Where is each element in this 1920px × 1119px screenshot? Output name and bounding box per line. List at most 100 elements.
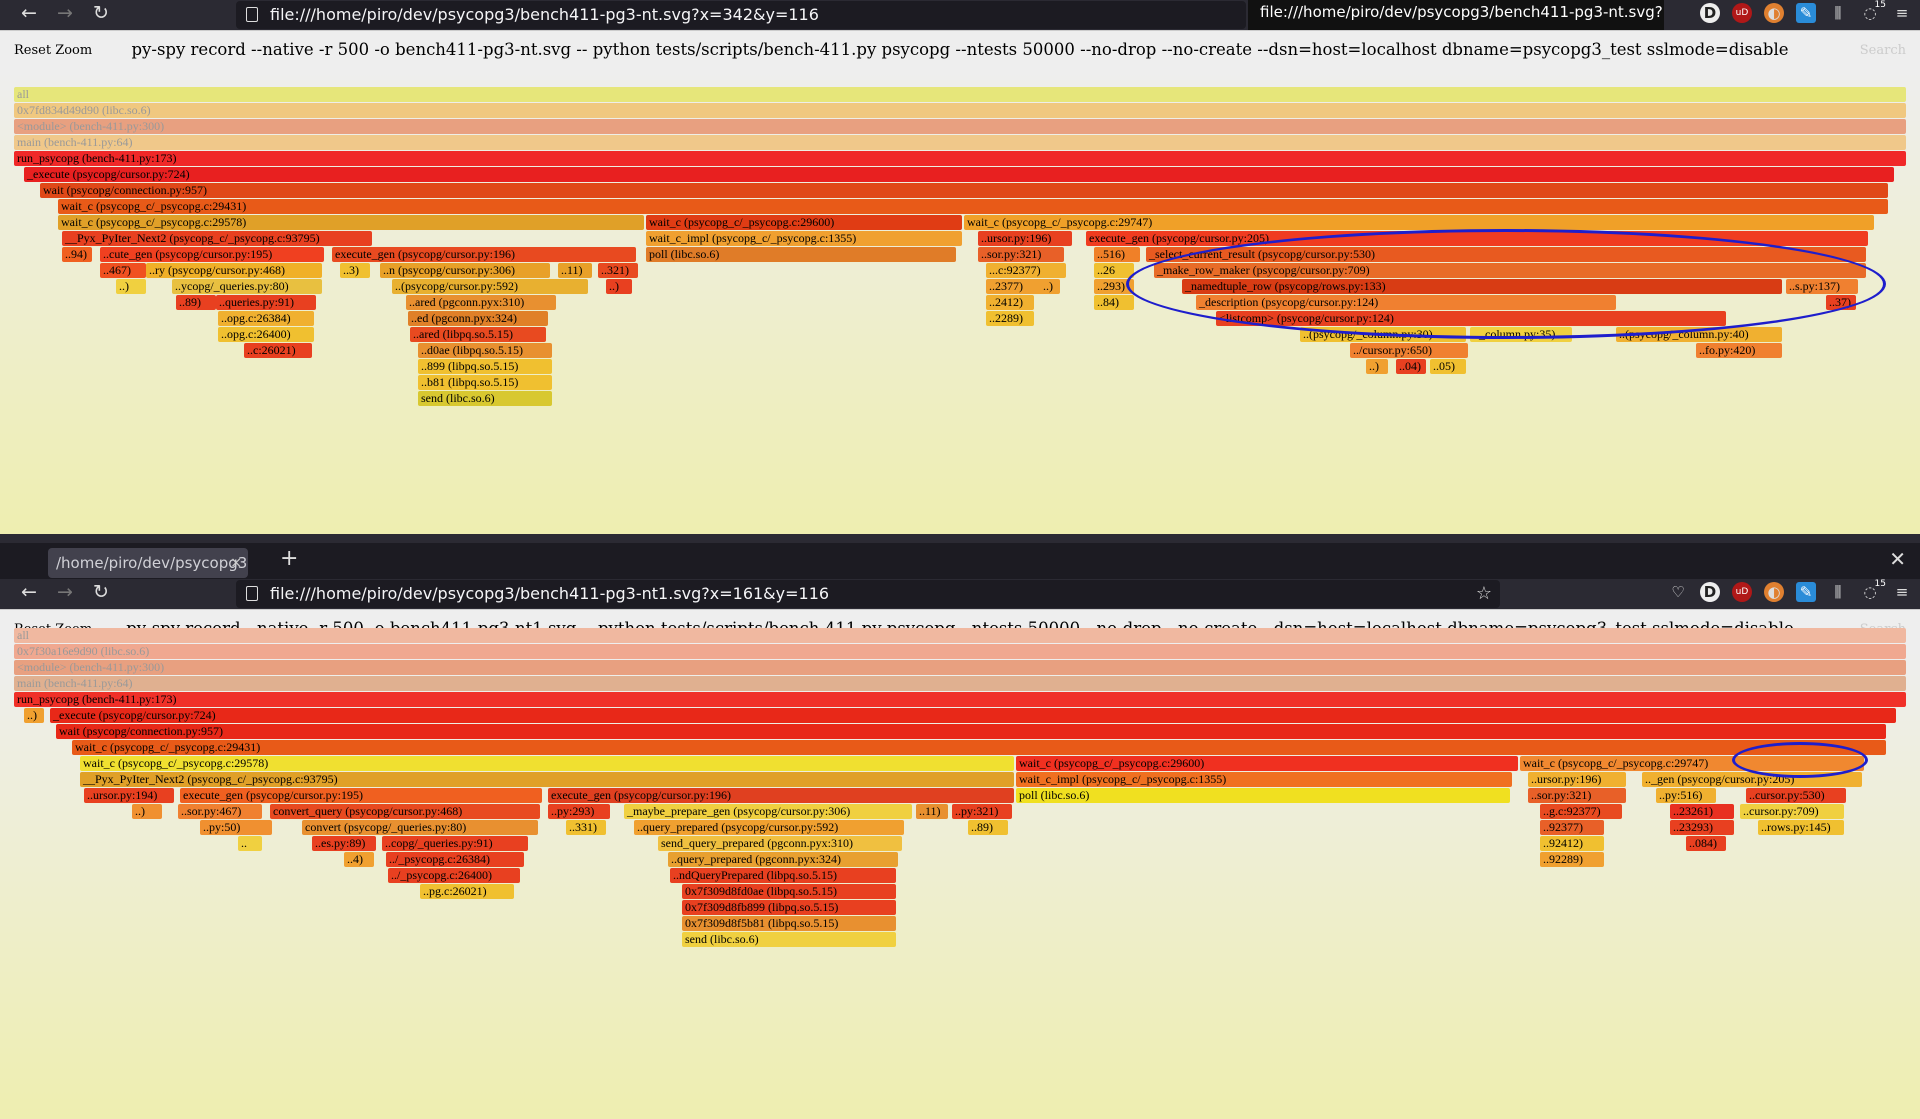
- flame-frame[interactable]: ..: [238, 836, 262, 851]
- flame-frame[interactable]: ..84): [1094, 295, 1134, 310]
- flame-frame[interactable]: ..opg.c:26400): [218, 327, 314, 342]
- flame-frame[interactable]: ../_psycopg.c:26384): [386, 852, 524, 867]
- flame-frame[interactable]: ..084): [1686, 836, 1726, 851]
- flame-frame[interactable]: send (libc.so.6): [418, 391, 552, 406]
- flame-frame[interactable]: ..queries.py:91): [216, 295, 316, 310]
- flame-frame[interactable]: ..ursor.py:196): [978, 231, 1072, 246]
- flame-frame[interactable]: main (bench-411.py:64): [14, 676, 1906, 691]
- flame-frame[interactable]: ..89): [968, 820, 1008, 835]
- flame-frame[interactable]: all: [14, 628, 1906, 643]
- flame-frame[interactable]: ..): [132, 804, 162, 819]
- flame-frame[interactable]: ..ry (psycopg/cursor.py:468): [146, 263, 322, 278]
- flame-frame[interactable]: ..23293): [1670, 820, 1734, 835]
- tab-close-icon[interactable]: ×: [230, 555, 242, 571]
- flame-frame[interactable]: ..92412): [1540, 836, 1604, 851]
- flame-frame[interactable]: ..4): [344, 852, 374, 867]
- extension-icon[interactable]: ◐: [1764, 582, 1784, 602]
- flame-frame[interactable]: ..py:516): [1656, 788, 1716, 803]
- flame-frame[interactable]: 0x7f309d8fb899 (libpq.so.5.15): [682, 900, 896, 915]
- flame-frame[interactable]: ..89): [176, 295, 216, 310]
- flame-frame[interactable]: ..sor.py:467): [178, 804, 262, 819]
- flame-frame[interactable]: wait_c_impl (psycopg_c/_psycopg.c:1355): [646, 231, 962, 246]
- flame-frame[interactable]: ..516): [1094, 247, 1140, 262]
- flame-frame[interactable]: 0x7f30a16e9d90 (libc.so.6): [14, 644, 1906, 659]
- flame-frame[interactable]: ..899 (libpq.so.5.15): [418, 359, 552, 374]
- flame-frame[interactable]: run_psycopg (bench-411.py:173): [14, 692, 1906, 707]
- forward-icon[interactable]: →: [57, 2, 73, 24]
- flame-frame[interactable]: ..opg.c:26384): [218, 311, 314, 326]
- flame-frame[interactable]: ..ed (pgconn.pyx:324): [408, 311, 548, 326]
- flame-frame[interactable]: ..(psycopg/cursor.py:592): [392, 279, 588, 294]
- flame-frame[interactable]: ..): [116, 279, 146, 294]
- flame-frame[interactable]: ../cursor.py:650): [1350, 343, 1468, 358]
- flame-frame[interactable]: <module> (bench-411.py:300): [14, 660, 1906, 675]
- flame-frame[interactable]: ..query_prepared (pgconn.pyx:324): [668, 852, 898, 867]
- flame-frame[interactable]: ..321): [598, 263, 638, 278]
- flame-frame[interactable]: ..g.c:92377): [1540, 804, 1622, 819]
- url-bar[interactable]: file:///home/piro/dev/psycopg3/bench411-…: [236, 1, 1246, 29]
- flame-frame[interactable]: ..ursor.py:194): [84, 788, 174, 803]
- new-tab-icon[interactable]: +: [280, 546, 299, 571]
- flame-frame[interactable]: ..c:26021): [244, 343, 312, 358]
- flame-frame[interactable]: poll (libc.so.6): [646, 247, 956, 262]
- flame-frame[interactable]: wait_c (psycopg_c/_psycopg.c:29600): [1016, 756, 1518, 771]
- flame-frame[interactable]: ..ared (pgconn.pyx:310): [406, 295, 556, 310]
- pocket-icon[interactable]: ♡: [1671, 583, 1685, 601]
- library-icon[interactable]: ⫼: [1834, 4, 1842, 22]
- back-icon[interactable]: ←: [21, 581, 37, 603]
- flame-frame[interactable]: ..2412): [986, 295, 1034, 310]
- forward-icon[interactable]: →: [57, 581, 73, 603]
- flame-frame[interactable]: ..d0ae (libpq.so.5.15): [418, 343, 552, 358]
- d-extension-icon[interactable]: D: [1700, 582, 1720, 602]
- flame-frame[interactable]: ..rows.py:145): [1758, 820, 1844, 835]
- flame-frame[interactable]: wait_c (psycopg_c/_psycopg.c:29747): [964, 215, 1874, 230]
- flame-frame[interactable]: main (bench-411.py:64): [14, 135, 1906, 150]
- container-icon[interactable]: ◌ 15: [1860, 579, 1886, 602]
- flame-frame[interactable]: ..11): [558, 263, 592, 278]
- flame-frame[interactable]: ..05): [1430, 359, 1466, 374]
- flame-frame[interactable]: ..cursor.py:709): [1740, 804, 1844, 819]
- flame-frame[interactable]: wait_c (psycopg_c/_psycopg.c:29578): [58, 215, 644, 230]
- flame-frame[interactable]: 0x7f309d8fd0ae (libpq.so.5.15): [682, 884, 896, 899]
- flame-frame[interactable]: ..es.py:89): [312, 836, 376, 851]
- flame-frame[interactable]: ..cursor.py:530): [1746, 788, 1846, 803]
- tab-bench411[interactable]: /home/piro/dev/psycopg3 ×: [48, 548, 248, 578]
- flame-frame[interactable]: _execute (psycopg/cursor.py:724): [50, 708, 1896, 723]
- ublock-icon[interactable]: uD: [1732, 3, 1752, 23]
- bookmark-star-icon[interactable]: ☆: [1475, 583, 1492, 604]
- flame-frame[interactable]: ..26: [1094, 263, 1134, 278]
- flame-frame[interactable]: wait_c_impl (psycopg_c/_psycopg.c:1355): [1016, 772, 1512, 787]
- search-button[interactable]: Search: [1859, 43, 1906, 58]
- flame-frame[interactable]: ..94): [62, 247, 92, 262]
- flame-frame[interactable]: _execute (psycopg/cursor.py:724): [24, 167, 1894, 182]
- flame-frame[interactable]: <module> (bench-411.py:300): [14, 119, 1906, 134]
- flame-frame[interactable]: ..sor.py:321): [978, 247, 1064, 262]
- flame-frame[interactable]: ..copg/_queries.py:91): [382, 836, 528, 851]
- flame-frame[interactable]: ..ursor.py:196): [1528, 772, 1626, 787]
- back-icon[interactable]: ←: [21, 2, 37, 24]
- flame-frame[interactable]: ..04): [1396, 359, 1426, 374]
- flame-frame[interactable]: wait_c (psycopg_c/_psycopg.c:29600): [646, 215, 962, 230]
- flame-frame[interactable]: ..3): [340, 263, 370, 278]
- ublock-icon[interactable]: uD: [1732, 582, 1752, 602]
- flame-frame[interactable]: _maybe_prepare_gen (psycopg/cursor.py:30…: [624, 804, 912, 819]
- flame-frame[interactable]: ..n (psycopg/cursor.py:306): [380, 263, 550, 278]
- flame-frame[interactable]: ..ndQueryPrepared (libpq.so.5.15): [670, 868, 896, 883]
- flame-frame[interactable]: execute_gen (psycopg/cursor.py:196): [332, 247, 636, 262]
- flame-frame[interactable]: wait (psycopg/connection.py:957): [56, 724, 1886, 739]
- flame-frame[interactable]: poll (libc.so.6): [1016, 788, 1510, 803]
- flame-frame[interactable]: __Pyx_PyIter_Next2 (psycopg_c/_psycopg.c…: [62, 231, 372, 246]
- flame-frame[interactable]: convert (psycopg/_queries.py:80): [302, 820, 538, 835]
- flame-frame[interactable]: ../_psycopg.c:26400): [388, 868, 520, 883]
- flame-frame[interactable]: ..23261): [1670, 804, 1734, 819]
- flame-frame[interactable]: execute_gen (psycopg/cursor.py:196): [548, 788, 1014, 803]
- flame-frame[interactable]: ..cute_gen (psycopg/cursor.py:195): [100, 247, 324, 262]
- flame-frame[interactable]: convert_query (psycopg/cursor.py:468): [270, 804, 540, 819]
- flame-frame[interactable]: all: [14, 87, 1906, 102]
- flame-frame[interactable]: ..11): [916, 804, 948, 819]
- reset-zoom-button[interactable]: Reset Zoom: [14, 43, 93, 58]
- library-icon[interactable]: ⫼: [1834, 583, 1842, 601]
- flame-frame[interactable]: execute_gen (psycopg/cursor.py:195): [180, 788, 542, 803]
- flame-frame[interactable]: ..92377): [1540, 820, 1604, 835]
- flame-frame[interactable]: ..b81 (libpq.so.5.15): [418, 375, 552, 390]
